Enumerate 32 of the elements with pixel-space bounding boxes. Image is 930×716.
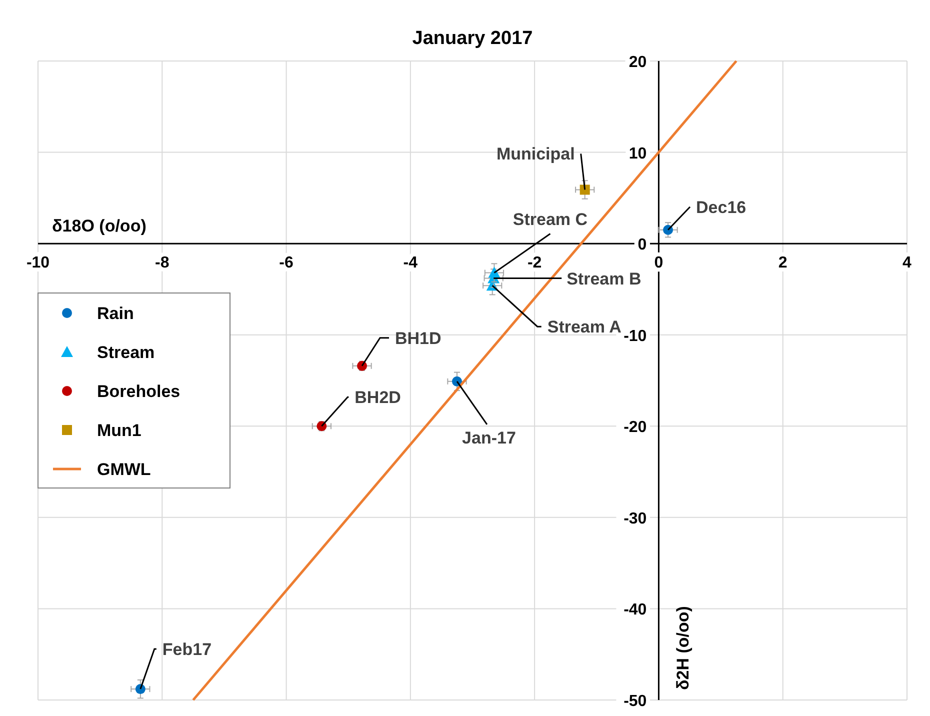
- x-tick-label: 4: [902, 254, 912, 272]
- x-tick-label: 2: [778, 254, 788, 272]
- legend-label: Boreholes: [97, 382, 180, 401]
- annotation: Stream C: [512, 210, 588, 229]
- annotation: Stream A: [547, 318, 622, 337]
- x-tick-label: -4: [403, 254, 418, 272]
- annotation: BH1D: [395, 328, 442, 348]
- legend-label: Stream: [97, 343, 155, 362]
- y-tick-label: -10: [624, 328, 647, 345]
- annotation: Dec16: [696, 198, 746, 217]
- y-tick-label: 10: [628, 145, 647, 162]
- x-tick-label: -8: [155, 254, 170, 272]
- annotation: Jan-17: [462, 428, 516, 448]
- x-tick-label: -6: [279, 254, 294, 272]
- chart-title: January 2017: [412, 28, 533, 49]
- x-axis-title: δ18O (o/oo): [52, 216, 146, 236]
- y-tick-label: 20: [628, 54, 647, 71]
- y-tick-label: -40: [624, 602, 647, 619]
- annotation: Feb17: [162, 640, 212, 660]
- legend-label: Mun1: [97, 421, 142, 440]
- annotation: Stream B: [566, 269, 642, 288]
- legend-label: GMWL: [97, 460, 151, 479]
- y-tick-label: -20: [624, 419, 647, 436]
- x-tick-label: -2: [527, 254, 542, 272]
- annotation: Municipal: [496, 144, 575, 164]
- y-axis-title: δ2H (o/oo): [674, 606, 693, 690]
- y-tick-label: -50: [624, 693, 647, 710]
- legend-label: Rain: [97, 304, 134, 323]
- x-tick-label: -10: [26, 254, 50, 272]
- y-tick-label: 0: [638, 236, 647, 254]
- y-tick-label: -30: [624, 510, 647, 528]
- annotation: BH2D: [354, 388, 401, 408]
